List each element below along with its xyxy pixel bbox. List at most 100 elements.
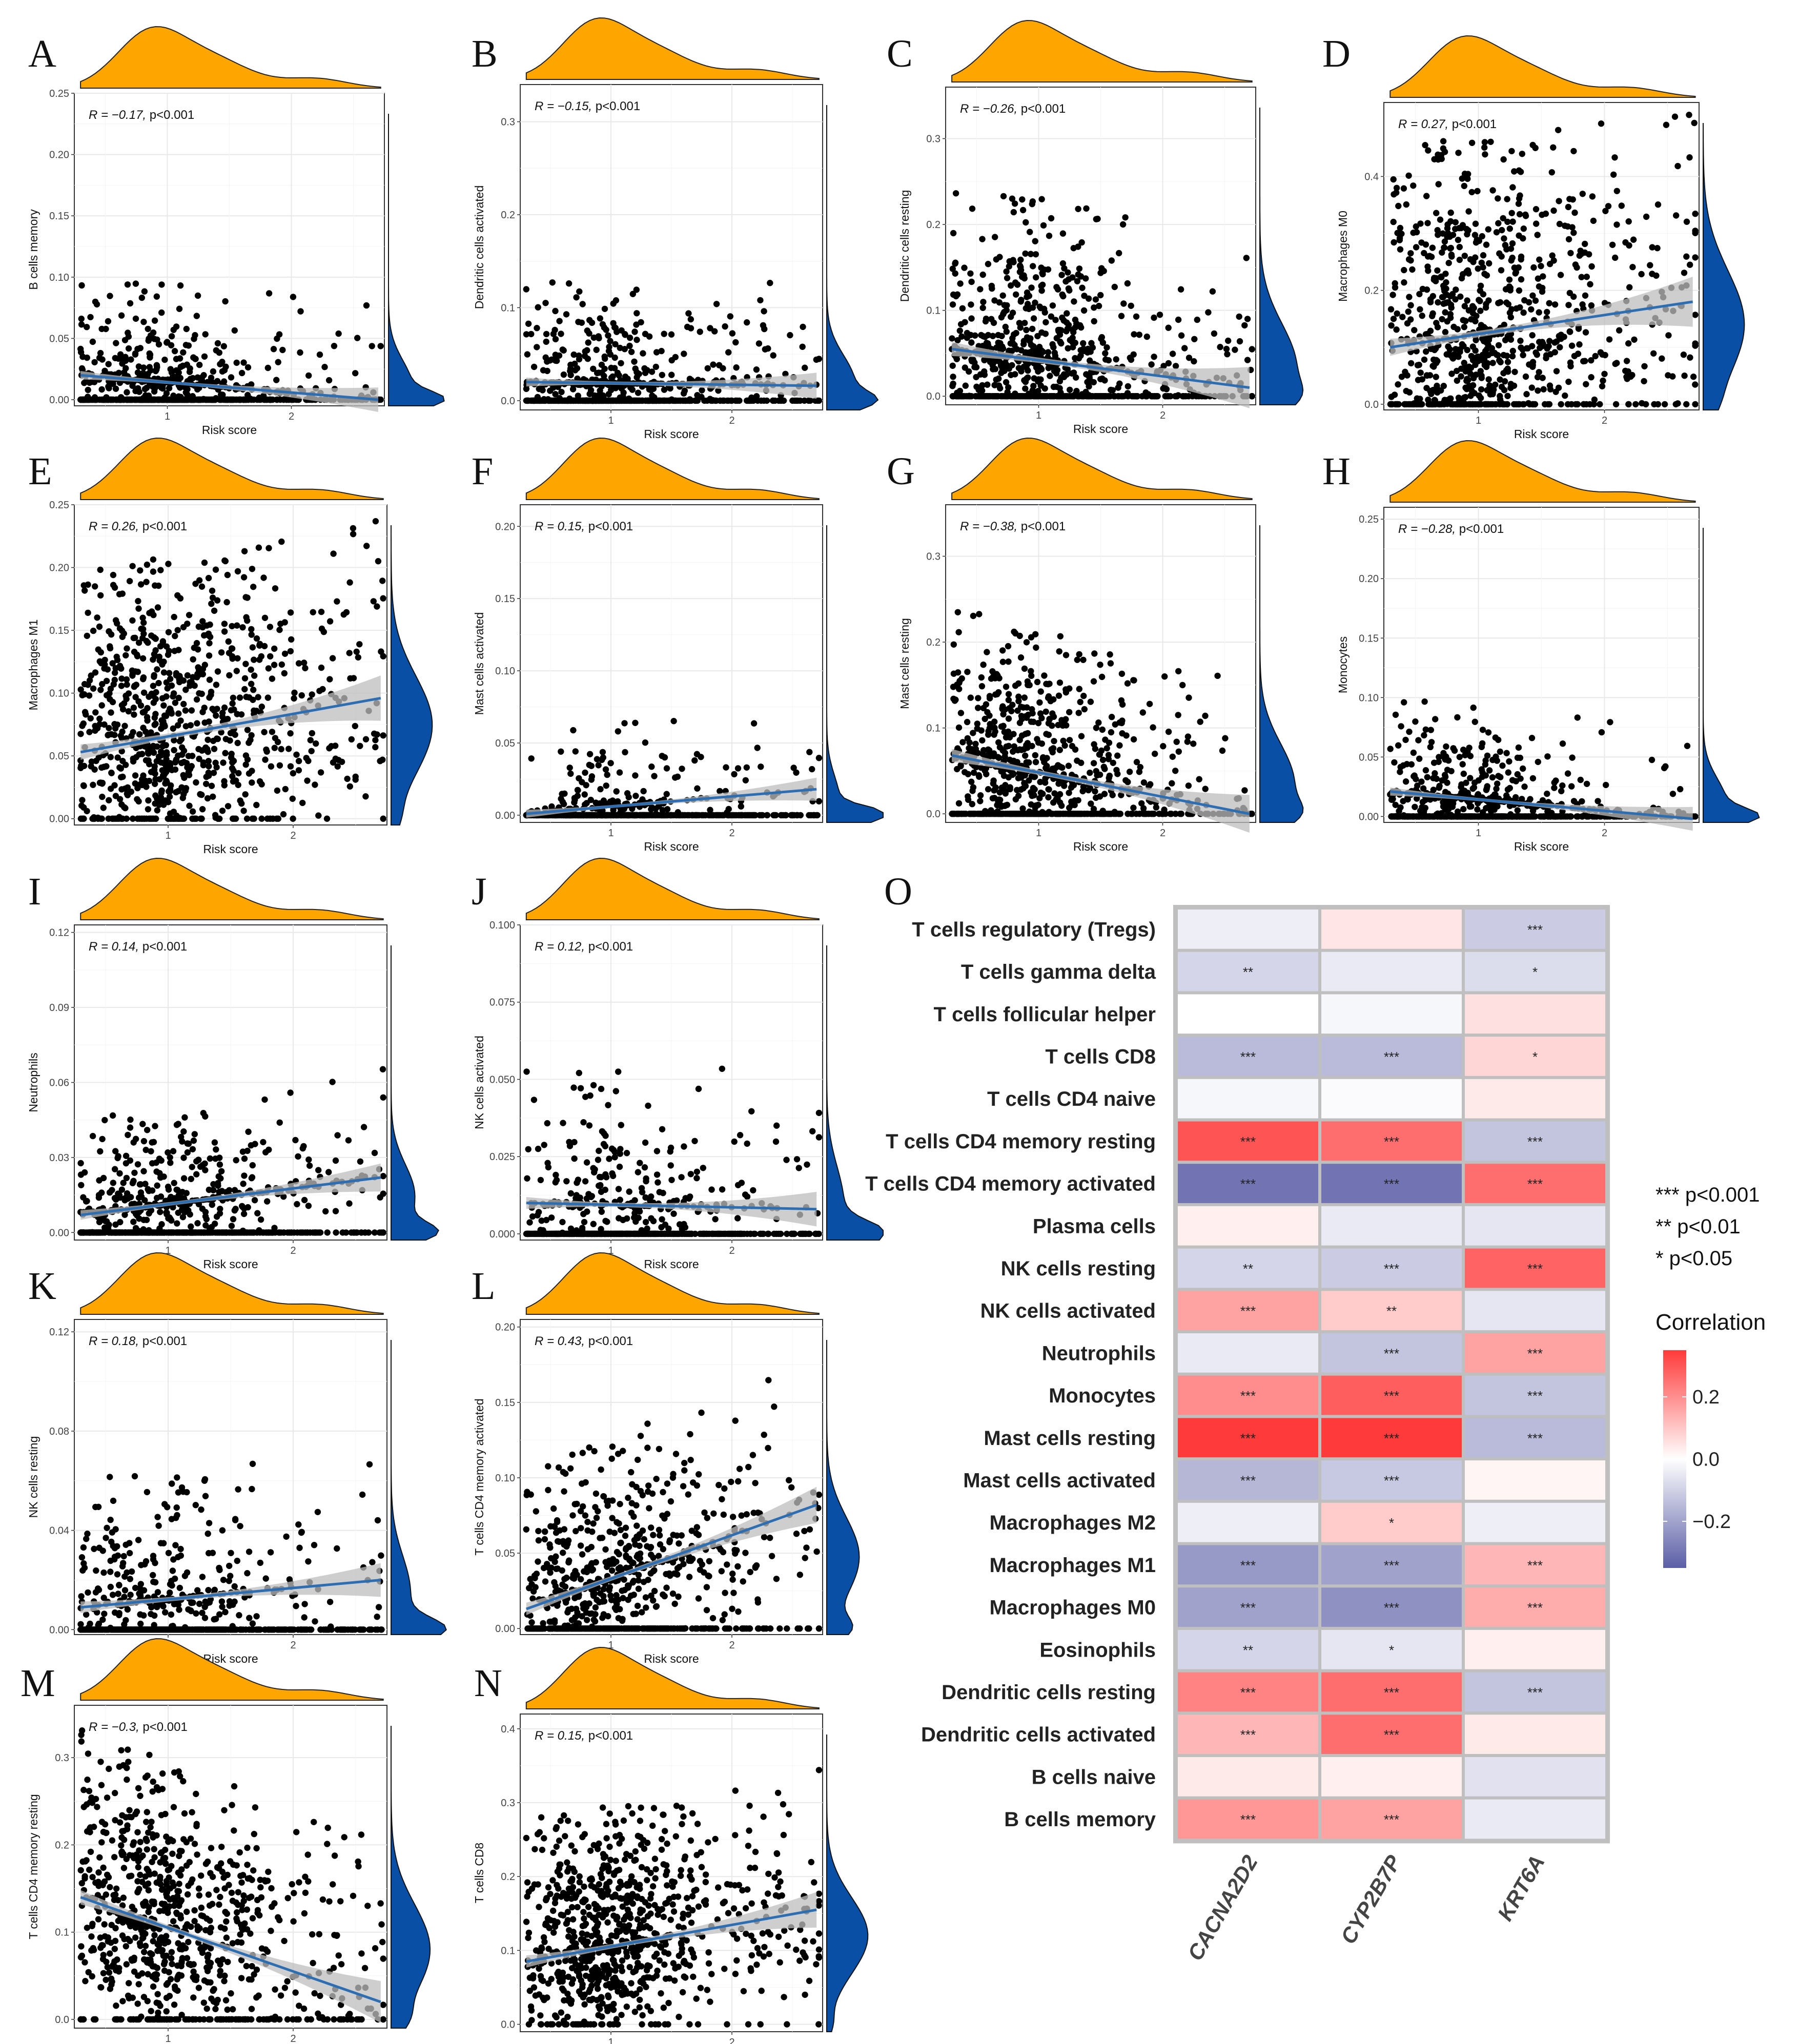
data-point [603,326,609,333]
data-point [1487,138,1494,145]
data-point [278,538,285,545]
data-point [205,736,211,744]
data-point [969,205,976,212]
data-point [1579,191,1586,197]
data-point [1530,401,1537,408]
data-point [122,357,129,364]
data-point [240,808,247,814]
data-point [547,387,554,394]
data-point [193,313,200,319]
data-point [1534,352,1540,358]
data-point [297,308,304,315]
data-point [1495,195,1501,202]
data-point [229,765,236,772]
data-point [1464,376,1470,382]
data-point [234,568,241,575]
y-axis-title: Dendritic cells activated [473,185,486,309]
data-point [1459,341,1465,348]
data-point [208,692,214,698]
data-point [1529,332,1536,339]
data-point [154,666,160,673]
data-point [612,341,619,347]
data-point [1546,300,1552,306]
stat-p: p<0.001 [150,108,194,122]
data-point [77,686,84,693]
data-point [631,358,638,365]
data-point [203,773,210,780]
data-point [607,760,614,767]
data-point [1661,401,1668,408]
data-point [157,567,164,573]
y-axis-title: Macrophages M0 [1336,211,1350,302]
data-point [168,369,175,376]
data-point [1418,401,1425,408]
data-point [1509,240,1516,247]
data-point [211,746,218,752]
data-point [211,607,218,614]
data-point [990,319,997,326]
data-point [607,338,614,344]
data-point [77,345,84,353]
data-point [1062,278,1069,285]
data-point [307,737,314,744]
data-point [251,656,257,663]
data-point [105,731,112,738]
data-point [1088,340,1095,346]
data-point [999,292,1006,299]
data-point [565,397,572,404]
data-point [989,362,996,368]
data-point [1404,320,1411,327]
data-point [750,720,758,727]
data-point [174,627,181,634]
data-point [170,690,177,697]
data-point [184,391,191,398]
data-point [186,612,193,618]
data-point [989,333,996,339]
data-point [151,385,158,392]
data-point [121,337,129,343]
data-point [1423,348,1429,355]
data-point [129,815,136,822]
data-point [1441,238,1448,245]
data-point [85,386,91,394]
data-point [124,790,131,797]
data-point [1556,220,1563,228]
data-point [99,793,106,800]
data-point [213,712,219,719]
data-point [1419,376,1425,383]
data-point [589,397,597,404]
top-density [951,19,1253,82]
data-point [362,736,370,742]
data-point [222,750,229,756]
panel-letter: F [472,450,493,493]
data-point [299,799,306,807]
data-point [326,745,333,752]
data-point [372,518,379,525]
data-point [198,815,205,822]
data-point [790,765,797,771]
data-point [570,727,577,734]
data-point [295,767,302,774]
data-point [177,674,183,682]
data-point [1467,364,1475,371]
data-point [996,299,1003,306]
data-point [1464,297,1470,304]
data-point [153,689,159,696]
data-point [175,710,182,717]
data-point [221,628,228,635]
data-point [1389,292,1396,298]
x-axis-title: Risk score [644,840,699,853]
data-point [1669,373,1676,380]
data-point [1474,188,1481,195]
data-point [250,687,257,693]
data-point [186,802,193,809]
data-point [1643,213,1650,220]
data-point [167,810,174,817]
data-point [103,325,109,333]
data-point [1523,391,1530,398]
data-point [968,339,975,346]
data-point [179,751,186,758]
data-point [972,363,979,370]
data-point [1473,239,1480,246]
